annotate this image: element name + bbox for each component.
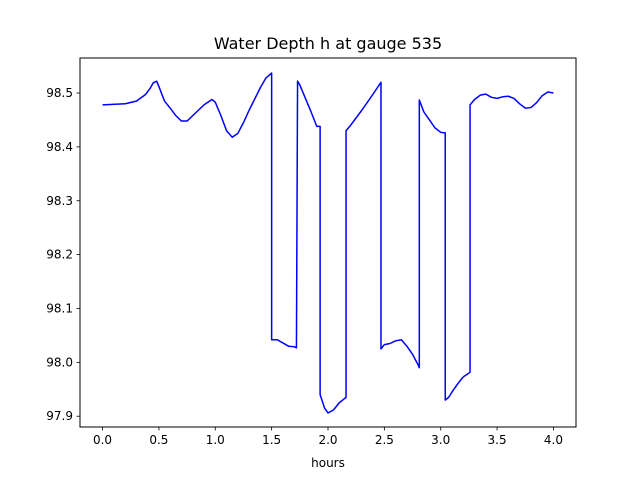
- x-tick-label: 1.5: [262, 433, 281, 447]
- chart-title: Water Depth h at gauge 535: [214, 34, 442, 53]
- x-axis-label: hours: [311, 456, 345, 470]
- x-tick-label: 0.0: [93, 433, 112, 447]
- x-tick-label: 0.5: [149, 433, 168, 447]
- y-tick-label: 98.5: [46, 86, 73, 100]
- x-tick-label: 3.5: [488, 433, 507, 447]
- x-tick-label: 3.0: [431, 433, 450, 447]
- y-tick-label: 98.1: [46, 301, 73, 315]
- y-tick-label: 98.0: [46, 355, 73, 369]
- x-tick-label: 2.0: [318, 433, 337, 447]
- x-tick-label: 2.5: [375, 433, 394, 447]
- y-tick-label: 98.3: [46, 194, 73, 208]
- plot-frame: [79, 57, 577, 428]
- series-line-0: [102, 72, 554, 414]
- y-tick-label: 97.9: [46, 409, 73, 423]
- y-tick-label: 98.2: [46, 248, 73, 262]
- y-tick-label: 98.4: [46, 140, 73, 154]
- x-tick-label: 1.0: [206, 433, 225, 447]
- x-tick-label: 4.0: [544, 433, 563, 447]
